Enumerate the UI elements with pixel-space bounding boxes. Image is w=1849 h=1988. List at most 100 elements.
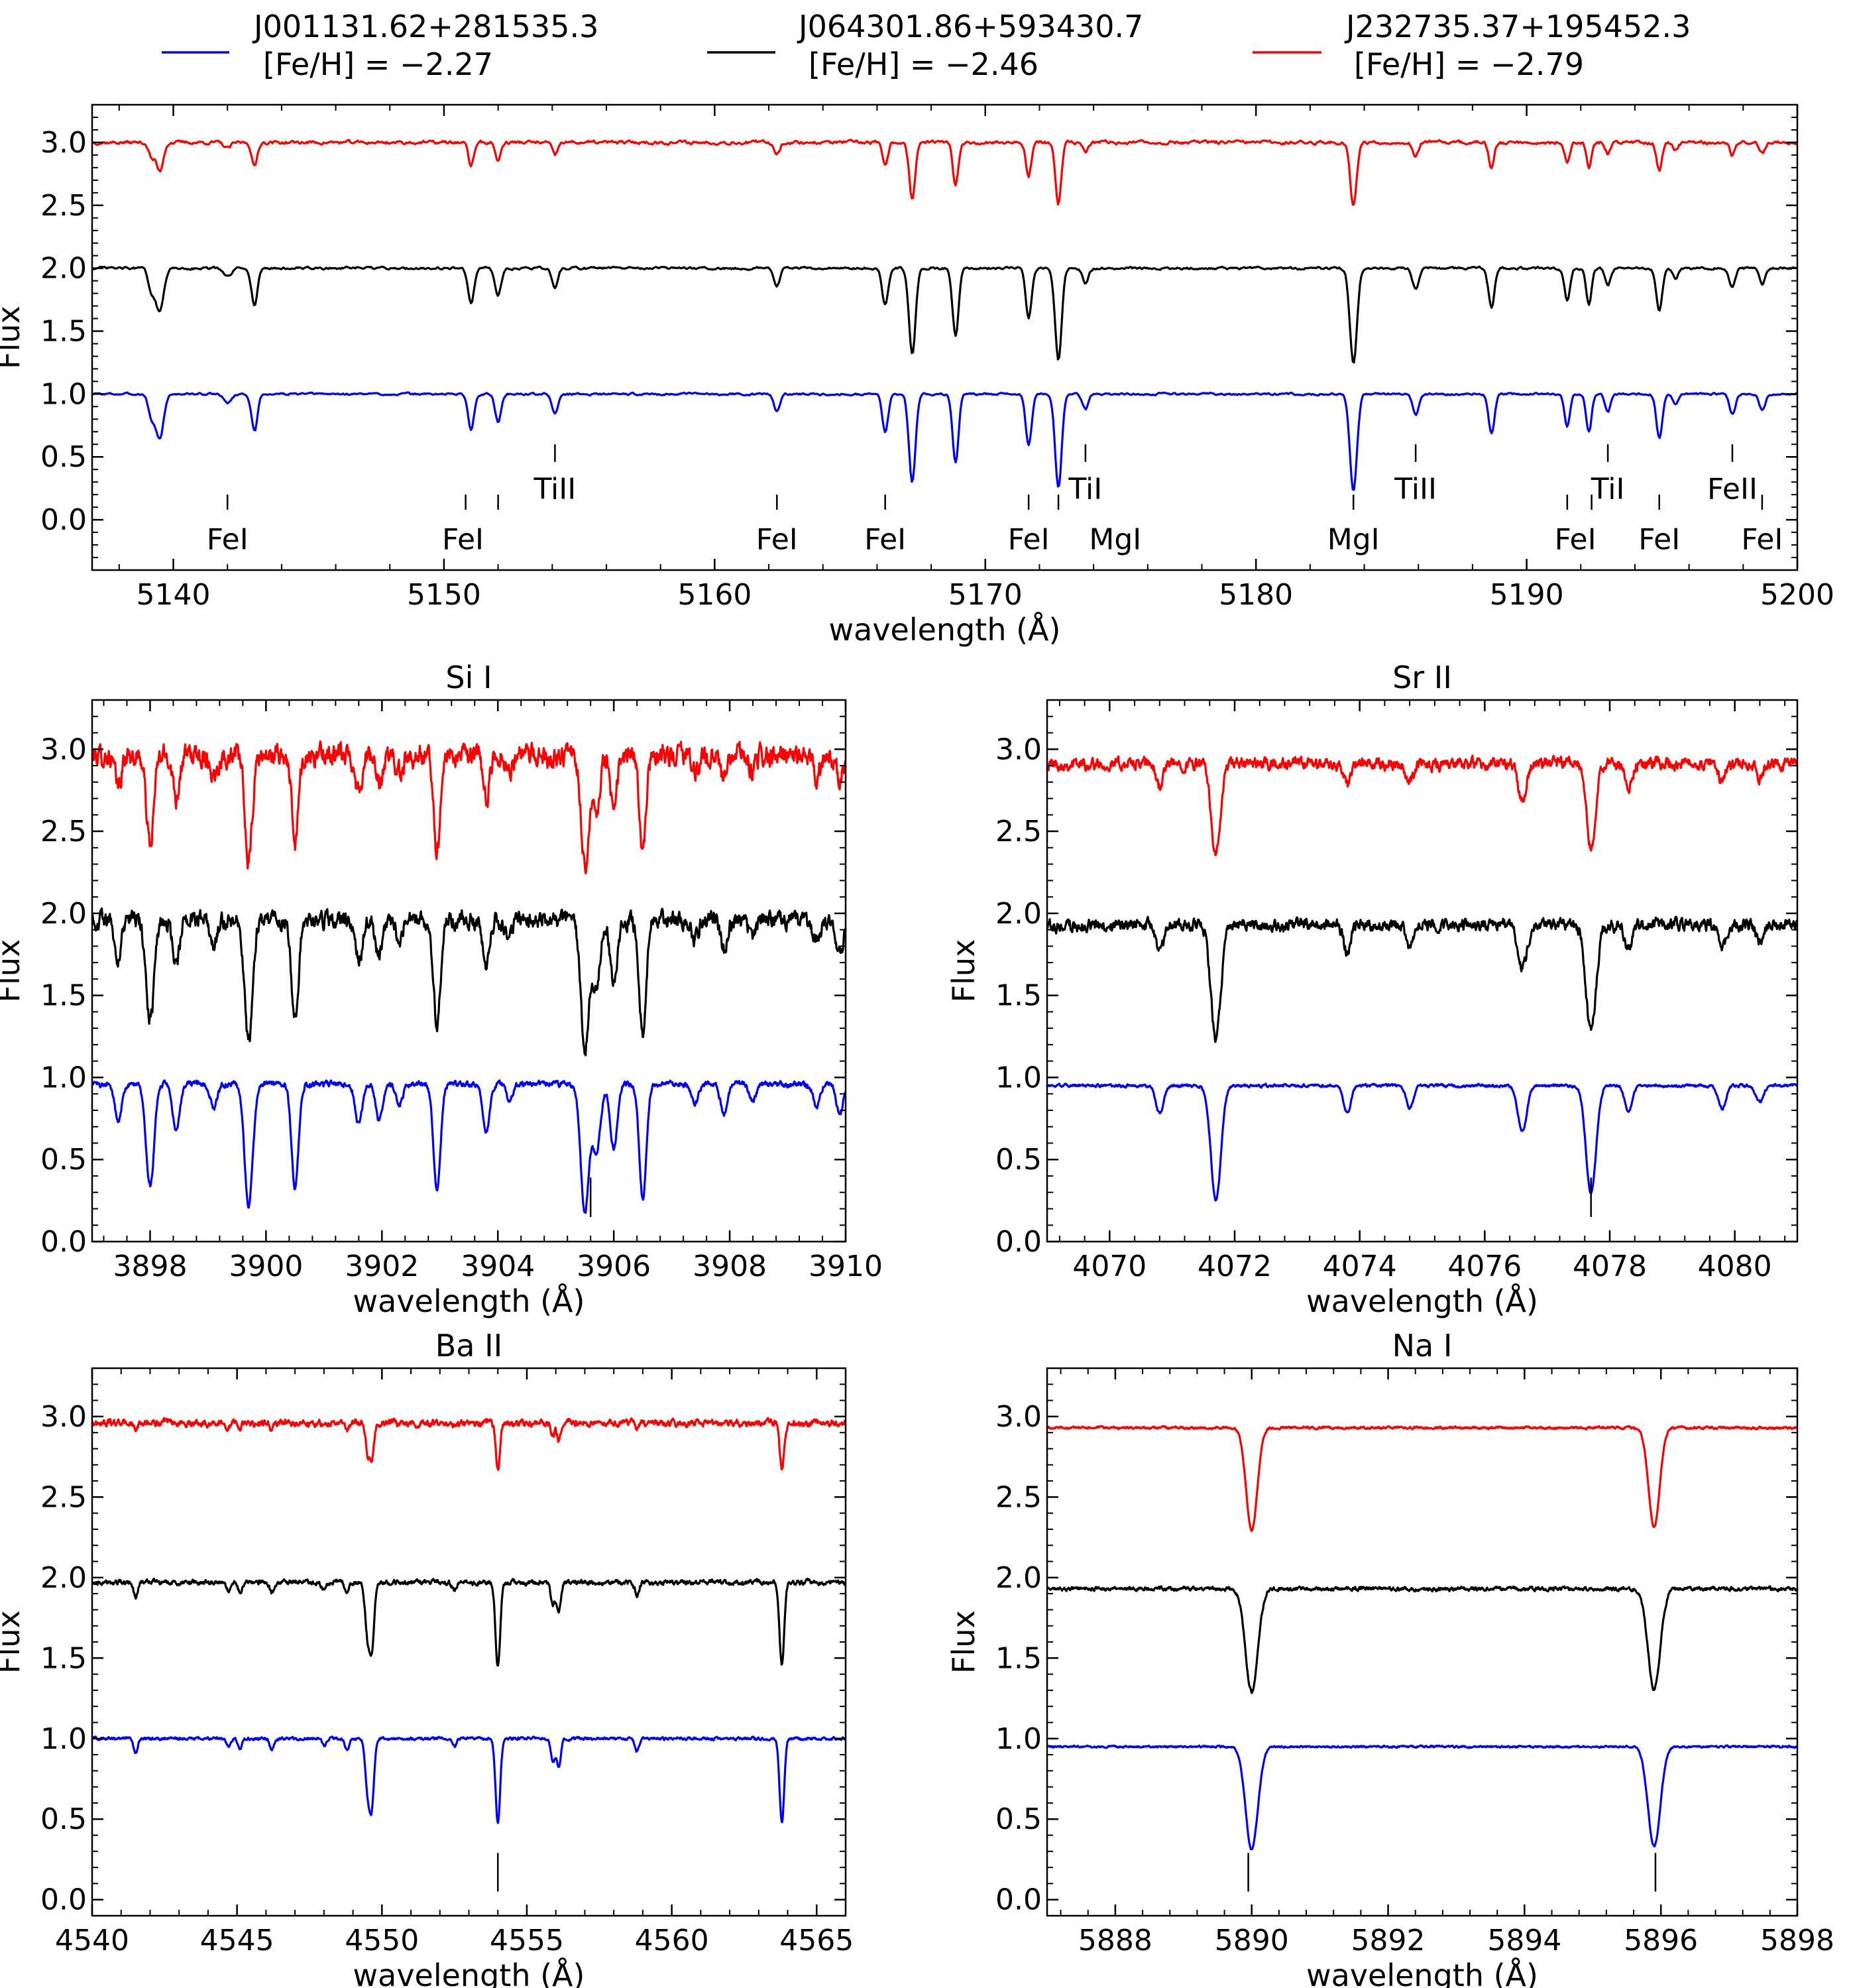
y-axis-label: Flux	[0, 1610, 27, 1674]
x-tick-label: 5892	[1351, 1924, 1426, 1958]
y-tick-label: 0.0	[40, 503, 87, 537]
x-tick-label: 4560	[635, 1924, 709, 1958]
x-tick-label: 4080	[1698, 1250, 1772, 1283]
x-axis-label: wavelength (Å)	[353, 1958, 585, 1988]
y-axis-label: Flux	[0, 939, 27, 1003]
line-label-fei: FeI	[756, 523, 798, 557]
y-tick-label: 2.5	[40, 189, 87, 223]
y-tick-label: 2.5	[40, 1480, 87, 1514]
legend: J001131.62+281535.3 [Fe/H] = −2.27 J0643…	[162, 9, 1691, 82]
y-tick-label: 1.5	[995, 1641, 1042, 1675]
spectrum-series-1	[1046, 915, 1799, 1043]
x-tick-label: 5890	[1215, 1924, 1289, 1958]
legend-name-1: J064301.86+593430.7	[797, 9, 1143, 44]
x-tick-label: 5140	[137, 578, 211, 612]
x-tick-label: 4550	[345, 1924, 419, 1958]
spectrum-series-0	[1046, 1744, 1799, 1851]
panel-sr-ii: 4070 4072 4074 4076 4078 4080 0.0 0.5 1.0 1.5 2.0 2…	[946, 660, 1799, 1319]
x-tick-label: 5898	[1760, 1924, 1834, 1958]
y-axis-label: Flux	[0, 306, 27, 369]
plot-frame	[91, 103, 1799, 571]
y-tick-label: 1.5	[995, 979, 1042, 1013]
x-tick-label: 4545	[200, 1924, 274, 1958]
x-tick-label: 5894	[1487, 1924, 1561, 1958]
line-label-fei: FeI	[1638, 523, 1680, 557]
y-tick-label: 1.0	[40, 1061, 87, 1094]
line-label-tiii: TiII	[1394, 473, 1437, 506]
x-tick-label: 5160	[677, 578, 752, 612]
x-tick-label: 4076	[1447, 1250, 1522, 1283]
line-label-tii: TiI	[1591, 473, 1625, 506]
plot-frame	[1046, 699, 1799, 1243]
y-tick-label: 1.5	[40, 315, 87, 349]
y-tick-label: 1.0	[40, 377, 87, 411]
x-tick-label: 3904	[461, 1250, 535, 1283]
panel-si-i: 3898 3900 3902 3904 3906 3908 3910 0.0 0.5 1.0 1.5…	[0, 660, 883, 1319]
legend-feh-2: [Fe/H] = −2.79	[1354, 46, 1584, 82]
x-axis-label: wavelength (Å)	[1306, 1958, 1538, 1988]
line-label-mgi: MgI	[1089, 523, 1141, 557]
line-label-fei: FeI	[1008, 523, 1050, 557]
x-axis-label: wavelength (Å)	[1306, 1283, 1538, 1319]
spectrum-series-0	[91, 1735, 846, 1824]
line-label-tii: TiI	[1068, 473, 1103, 506]
panel-title: Na I	[1392, 1328, 1453, 1364]
y-tick-label: 3.0	[40, 732, 87, 766]
line-label-feii: FeII	[1707, 473, 1758, 506]
y-tick-label: 2.0	[40, 252, 87, 286]
x-tick-label: 4070	[1072, 1250, 1147, 1283]
y-tick-label: 3.0	[40, 126, 87, 160]
y-tick-label: 0.0	[40, 1883, 87, 1917]
x-tick-label: 4078	[1573, 1250, 1647, 1283]
spectrum-series-2	[91, 139, 1799, 206]
y-tick-label: 0.5	[995, 1802, 1042, 1836]
line-label-fei: FeI	[1555, 523, 1597, 557]
y-axis-label: Flux	[946, 1610, 981, 1674]
spectrum-series-0	[91, 391, 1798, 491]
line-label-fei: FeI	[864, 523, 906, 557]
x-axis-label: wavelength (Å)	[829, 612, 1061, 648]
x-tick-label: 5896	[1624, 1924, 1698, 1958]
spectrum-series-2	[91, 740, 847, 874]
spectrum-series-1	[1046, 1585, 1799, 1694]
y-tick-label: 1.5	[40, 1641, 87, 1675]
x-tick-label: 4540	[55, 1924, 129, 1958]
y-tick-label: 0.5	[40, 440, 87, 474]
x-tick-label: 4072	[1198, 1250, 1272, 1283]
x-tick-label: 5150	[407, 578, 481, 612]
y-tick-label: 3.0	[40, 1400, 87, 1434]
plot-frame	[1046, 1367, 1799, 1917]
x-tick-label: 3898	[113, 1250, 187, 1283]
x-tick-label: 5190	[1490, 578, 1564, 612]
spectrum-series-1	[91, 1578, 847, 1667]
y-tick-label: 1.5	[40, 979, 87, 1013]
line-label-fei: FeI	[207, 523, 249, 557]
line-label-fei: FeI	[442, 523, 484, 557]
y-tick-label: 0.0	[995, 1883, 1042, 1917]
y-tick-label: 2.0	[40, 897, 87, 931]
x-tick-label: 3908	[693, 1250, 767, 1283]
panel-top-mg-triplet: FeI FeI FeI FeI FeI MgI MgI FeI FeI FeI TiII TiI TiI…	[0, 103, 1834, 648]
y-tick-label: 0.0	[995, 1225, 1042, 1259]
panel-ba-ii: 4540 4545 4550 4555 4560 4565 0.0 0.5 1.0 1.5 2.0 2…	[0, 1328, 854, 1988]
y-tick-label: 0.0	[40, 1225, 87, 1259]
spectrum-series-2	[1046, 1425, 1799, 1532]
y-tick-label: 3.0	[995, 1400, 1042, 1434]
x-tick-label: 4074	[1323, 1250, 1397, 1283]
spectrum-series-1	[91, 265, 1798, 364]
line-label-mgi: MgI	[1327, 523, 1380, 557]
plot-frame	[91, 1367, 847, 1917]
x-tick-label: 3906	[577, 1250, 651, 1283]
y-tick-label: 2.5	[995, 815, 1042, 848]
y-tick-label: 2.0	[995, 1561, 1042, 1595]
spectrum-series-0	[91, 1079, 846, 1214]
y-tick-label: 0.5	[40, 1802, 87, 1836]
line-label-fei: FeI	[1741, 523, 1783, 557]
y-tick-label: 0.5	[40, 1143, 87, 1177]
x-tick-label: 5170	[948, 578, 1023, 612]
x-tick-label: 4565	[779, 1924, 854, 1958]
y-tick-label: 3.0	[995, 732, 1042, 766]
y-tick-label: 0.5	[995, 1143, 1042, 1177]
y-tick-label: 2.5	[40, 815, 87, 848]
